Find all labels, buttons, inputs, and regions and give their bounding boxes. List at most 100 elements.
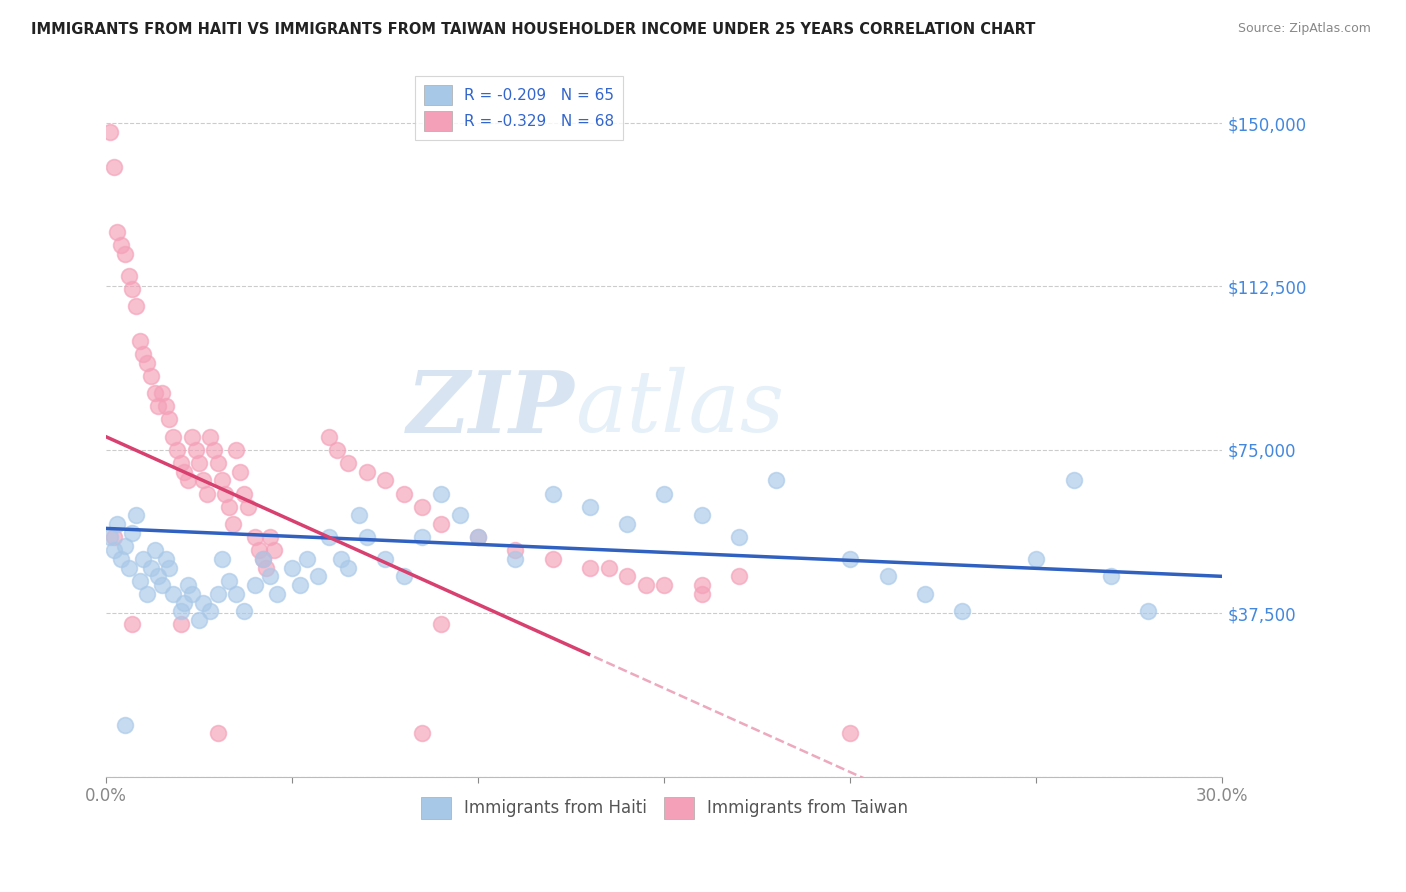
Point [121, 525, 143, 540]
Point [132, 347, 155, 361]
Point [307, 569, 329, 583]
Point [148, 569, 170, 583]
Point [1063, 474, 1085, 488]
Point [392, 486, 415, 500]
Point [125, 299, 148, 313]
Point [243, 578, 266, 592]
Point [105, 516, 128, 531]
Point [329, 552, 352, 566]
Point [169, 604, 191, 618]
Point [505, 552, 527, 566]
Point [114, 247, 136, 261]
Point [139, 560, 162, 574]
Point [634, 578, 657, 592]
Point [247, 543, 270, 558]
Point [202, 442, 225, 457]
Point [211, 552, 233, 566]
Point [727, 530, 749, 544]
Point [449, 508, 471, 523]
Text: atlas: atlas [575, 368, 785, 450]
Point [598, 560, 620, 574]
Point [114, 539, 136, 553]
Point [200, 430, 222, 444]
Point [295, 552, 318, 566]
Point [243, 530, 266, 544]
Point [132, 552, 155, 566]
Point [207, 726, 229, 740]
Point [356, 530, 378, 544]
Text: IMMIGRANTS FROM HAITI VS IMMIGRANTS FROM TAIWAN HOUSEHOLDER INCOME UNDER 25 YEAR: IMMIGRANTS FROM HAITI VS IMMIGRANTS FROM… [31, 22, 1035, 37]
Point [259, 530, 281, 544]
Point [765, 474, 787, 488]
Point [1136, 604, 1159, 618]
Point [143, 386, 166, 401]
Point [128, 334, 150, 348]
Point [117, 268, 139, 283]
Point [374, 552, 396, 566]
Point [136, 587, 159, 601]
Point [173, 595, 195, 609]
Point [839, 726, 862, 740]
Point [169, 617, 191, 632]
Point [252, 552, 274, 566]
Point [162, 587, 184, 601]
Point [218, 500, 240, 514]
Point [225, 442, 247, 457]
Point [839, 552, 862, 566]
Point [214, 486, 236, 500]
Point [136, 356, 159, 370]
Point [98, 530, 121, 544]
Point [207, 456, 229, 470]
Point [110, 238, 132, 252]
Point [288, 578, 311, 592]
Point [690, 587, 713, 601]
Point [374, 474, 396, 488]
Point [263, 543, 285, 558]
Text: ZIP: ZIP [408, 367, 575, 450]
Point [173, 465, 195, 479]
Point [200, 604, 222, 618]
Point [117, 560, 139, 574]
Legend: Immigrants from Haiti, Immigrants from Taiwan: Immigrants from Haiti, Immigrants from T… [413, 790, 914, 825]
Point [125, 508, 148, 523]
Point [318, 530, 340, 544]
Point [211, 474, 233, 488]
Point [98, 125, 121, 139]
Point [103, 160, 125, 174]
Point [188, 456, 211, 470]
Point [349, 508, 371, 523]
Point [188, 613, 211, 627]
Point [727, 569, 749, 583]
Point [579, 500, 602, 514]
Point [356, 465, 378, 479]
Point [103, 530, 125, 544]
Point [166, 442, 188, 457]
Point [232, 486, 254, 500]
Point [148, 400, 170, 414]
Point [150, 386, 173, 401]
Point [236, 500, 259, 514]
Point [1099, 569, 1122, 583]
Point [876, 569, 898, 583]
Point [281, 560, 304, 574]
Point [541, 486, 564, 500]
Point [616, 569, 638, 583]
Point [121, 282, 143, 296]
Point [225, 587, 247, 601]
Point [159, 560, 181, 574]
Point [218, 574, 240, 588]
Point [191, 595, 214, 609]
Point [337, 560, 360, 574]
Point [110, 552, 132, 566]
Point [914, 587, 936, 601]
Point [266, 587, 288, 601]
Point [652, 486, 675, 500]
Point [467, 530, 489, 544]
Point [411, 500, 433, 514]
Point [430, 486, 453, 500]
Point [222, 516, 245, 531]
Point [155, 552, 177, 566]
Point [411, 726, 433, 740]
Point [430, 617, 453, 632]
Point [430, 516, 453, 531]
